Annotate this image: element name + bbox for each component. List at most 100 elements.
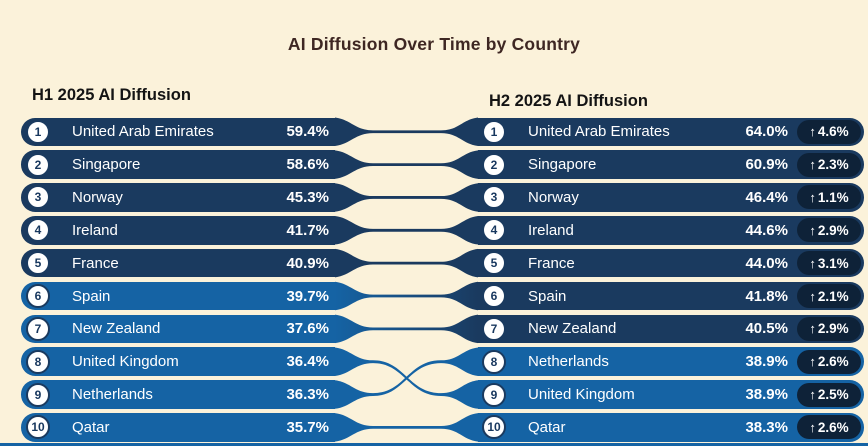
rank-connector [335, 413, 478, 442]
h1-rank-row: 10 Qatar 35.7% [21, 413, 335, 442]
country-label: France [528, 254, 575, 272]
change-badge: ↑ 2.6% [797, 415, 861, 440]
rank-connector [335, 314, 478, 344]
h2-rank-row: 4 Ireland 44.6% ↑ 2.9% [478, 216, 864, 245]
h2-rank-row: 8 Netherlands 38.9% ↑ 2.6% [478, 347, 864, 376]
change-badge: ↑ 1.1% [797, 185, 861, 210]
up-arrow-icon: ↑ [809, 288, 816, 304]
rank-connector [335, 150, 478, 179]
rank-badge: 10 [26, 415, 50, 440]
h1-rank-row: 2 Singapore 58.6% [21, 150, 335, 179]
h1-rank-row: 9 Netherlands 36.3% [21, 380, 335, 409]
country-label: United Kingdom [72, 353, 179, 371]
country-label: United Arab Emirates [72, 123, 214, 141]
country-label: Ireland [72, 221, 118, 239]
value-label: 41.8% [745, 287, 788, 305]
up-arrow-icon: ↑ [809, 321, 816, 337]
h2-rank-row: 9 United Kingdom 38.9% ↑ 2.5% [478, 380, 864, 409]
up-arrow-icon: ↑ [809, 157, 816, 173]
change-badge: ↑ 2.9% [797, 316, 861, 341]
rank-badge: 5 [26, 251, 50, 276]
h1-rank-row: 6 Spain 39.7% [21, 281, 335, 311]
value-label: 40.5% [745, 320, 788, 338]
rank-connector [335, 248, 478, 278]
rank-connector [335, 117, 478, 146]
value-label: 36.4% [286, 353, 329, 371]
h2-column-header: H2 2025 AI Diffusion [489, 92, 648, 110]
value-label: 38.9% [745, 353, 788, 371]
value-label: 37.6% [286, 320, 329, 338]
rank-connector [335, 281, 478, 311]
rank-badge: 10 [482, 415, 506, 440]
change-label: 3.1% [817, 255, 849, 271]
rank-badge: 6 [26, 284, 50, 308]
value-label: 58.6% [286, 156, 329, 174]
rank-badge: 3 [482, 185, 506, 210]
change-badge: ↑ 2.5% [797, 382, 861, 407]
up-arrow-icon: ↑ [809, 255, 816, 271]
h2-rank-row: 1 United Arab Emirates 64.0% ↑ 4.6% [478, 117, 864, 146]
value-label: 59.4% [286, 123, 329, 141]
rank-badge: 4 [26, 218, 50, 243]
value-label: 64.0% [745, 123, 788, 141]
h1-rank-row: 8 United Kingdom 36.4% [21, 347, 335, 376]
change-badge: ↑ 2.9% [797, 218, 861, 243]
rank-badge: 2 [482, 152, 506, 177]
value-label: 44.0% [745, 254, 788, 272]
change-label: 2.5% [817, 387, 849, 403]
rank-badge: 8 [26, 349, 50, 374]
country-label: Norway [72, 188, 123, 206]
rank-badge: 1 [26, 119, 50, 144]
rank-badge: 8 [482, 349, 506, 374]
rank-badge: 1 [482, 119, 506, 144]
change-badge: ↑ 3.1% [797, 251, 861, 276]
country-label: Ireland [528, 221, 574, 239]
chart-title: AI Diffusion Over Time by Country [287, 34, 581, 54]
change-label: 2.9% [817, 222, 849, 238]
country-label: Norway [528, 188, 579, 206]
value-label: 38.3% [745, 418, 788, 436]
country-label: United Arab Emirates [528, 123, 670, 141]
country-label: Spain [72, 287, 111, 305]
country-label: Singapore [72, 156, 141, 174]
change-badge: ↑ 2.3% [797, 152, 861, 177]
change-label: 2.6% [817, 419, 849, 435]
country-label: United Kingdom [528, 386, 635, 404]
h1-rank-row: 4 Ireland 41.7% [21, 216, 335, 245]
h2-rank-row: 5 France 44.0% ↑ 3.1% [478, 248, 864, 278]
rank-badge: 3 [26, 185, 50, 210]
bottom-edge-bar [0, 443, 868, 446]
up-arrow-icon: ↑ [809, 354, 816, 370]
up-arrow-icon: ↑ [809, 222, 816, 238]
rank-badge: 9 [26, 382, 50, 407]
h2-rank-row: 6 Spain 41.8% ↑ 2.1% [478, 281, 864, 311]
change-label: 4.6% [817, 124, 849, 140]
rank-badge: 6 [482, 284, 506, 308]
country-label: New Zealand [72, 320, 161, 338]
value-label: 36.3% [286, 386, 329, 404]
rank-badge: 5 [482, 251, 506, 276]
rank-connector [335, 183, 478, 212]
value-label: 41.7% [286, 221, 329, 239]
change-badge: ↑ 4.6% [797, 119, 861, 144]
value-label: 44.6% [745, 221, 788, 239]
h2-rank-row: 3 Norway 46.4% ↑ 1.1% [478, 183, 864, 212]
change-badge: ↑ 2.6% [797, 349, 861, 374]
country-label: Netherlands [72, 386, 153, 404]
rank-badge: 4 [482, 218, 506, 243]
h1-column-header: H1 2025 AI Diffusion [32, 86, 191, 104]
rank-badge: 2 [26, 152, 50, 177]
value-label: 60.9% [745, 156, 788, 174]
rank-badge: 7 [482, 316, 506, 341]
change-label: 2.6% [817, 354, 849, 370]
country-label: New Zealand [528, 320, 617, 338]
country-label: Qatar [72, 418, 110, 436]
change-label: 1.1% [817, 189, 849, 205]
rank-connector [335, 216, 478, 245]
h1-rank-row: 7 New Zealand 37.6% [21, 314, 335, 344]
country-label: Netherlands [528, 353, 609, 371]
up-arrow-icon: ↑ [809, 387, 816, 403]
change-label: 2.9% [817, 321, 849, 337]
change-label: 2.3% [817, 157, 849, 173]
h2-rank-row: 10 Qatar 38.3% ↑ 2.6% [478, 413, 864, 442]
